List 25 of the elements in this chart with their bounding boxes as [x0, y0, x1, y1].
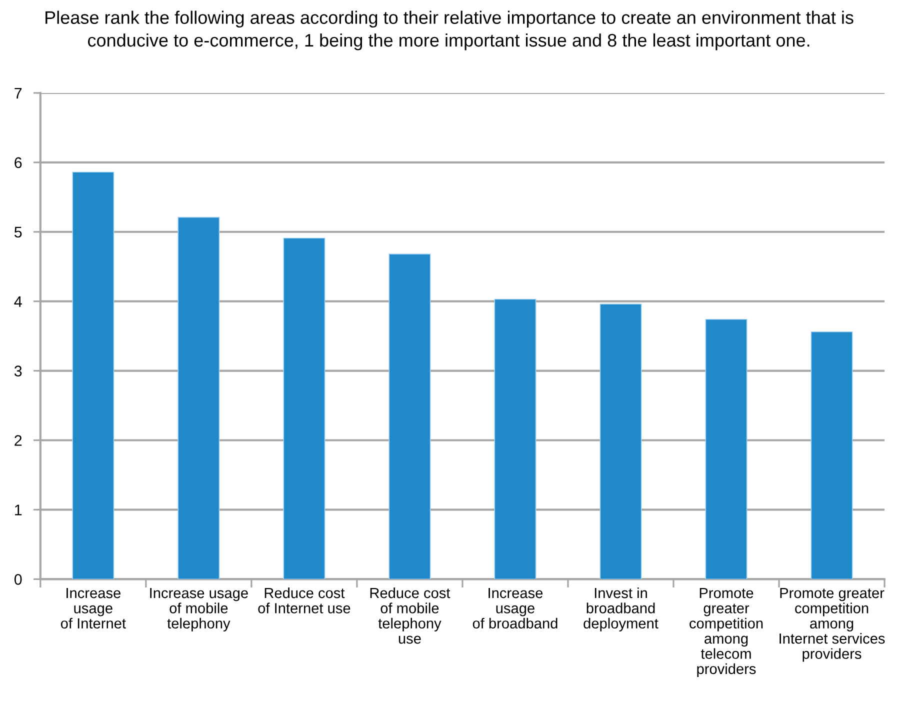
chart-title: Please rank the following areas according to their relative importance to create an environment that is conducive to e-commerce, 1 being the more important issue and 8 the least important one.	[46, 10, 854, 50]
y-tick-label: 0	[14, 574, 22, 585]
x-tick-label: Promote greater competition among Internet services providers	[780, 588, 885, 662]
bar	[810, 331, 853, 580]
x-tick-label: Increase usage of mobile telephony	[150, 588, 248, 632]
bar	[705, 318, 748, 580]
x-tick-label: Increase usage of Internet	[60, 588, 126, 629]
y-tick-label: 5	[14, 226, 22, 238]
x-tick-label: Promote greater competition among telecom providers	[690, 588, 763, 677]
bar	[178, 216, 220, 580]
bar	[72, 172, 114, 580]
bar	[283, 238, 326, 580]
x-tick-label: Reduce cost of Internet use	[258, 587, 350, 614]
bar	[494, 298, 536, 580]
y-tick-label: 3	[14, 366, 22, 376]
x-tick-label: Reduce cost of mobile telephony use	[370, 587, 450, 644]
bar	[600, 304, 642, 580]
y-tick-label: 4	[14, 296, 22, 307]
y-tick-label: 2	[14, 435, 22, 446]
bar	[388, 254, 431, 580]
y-tick-label: 6	[14, 157, 22, 168]
x-tick-label: Invest in broadband deployment	[584, 587, 658, 632]
x-tick-label: Increase usage of broadband	[472, 588, 558, 629]
y-tick-label: 7	[14, 88, 22, 98]
y-tick-label: 1	[15, 504, 22, 516]
